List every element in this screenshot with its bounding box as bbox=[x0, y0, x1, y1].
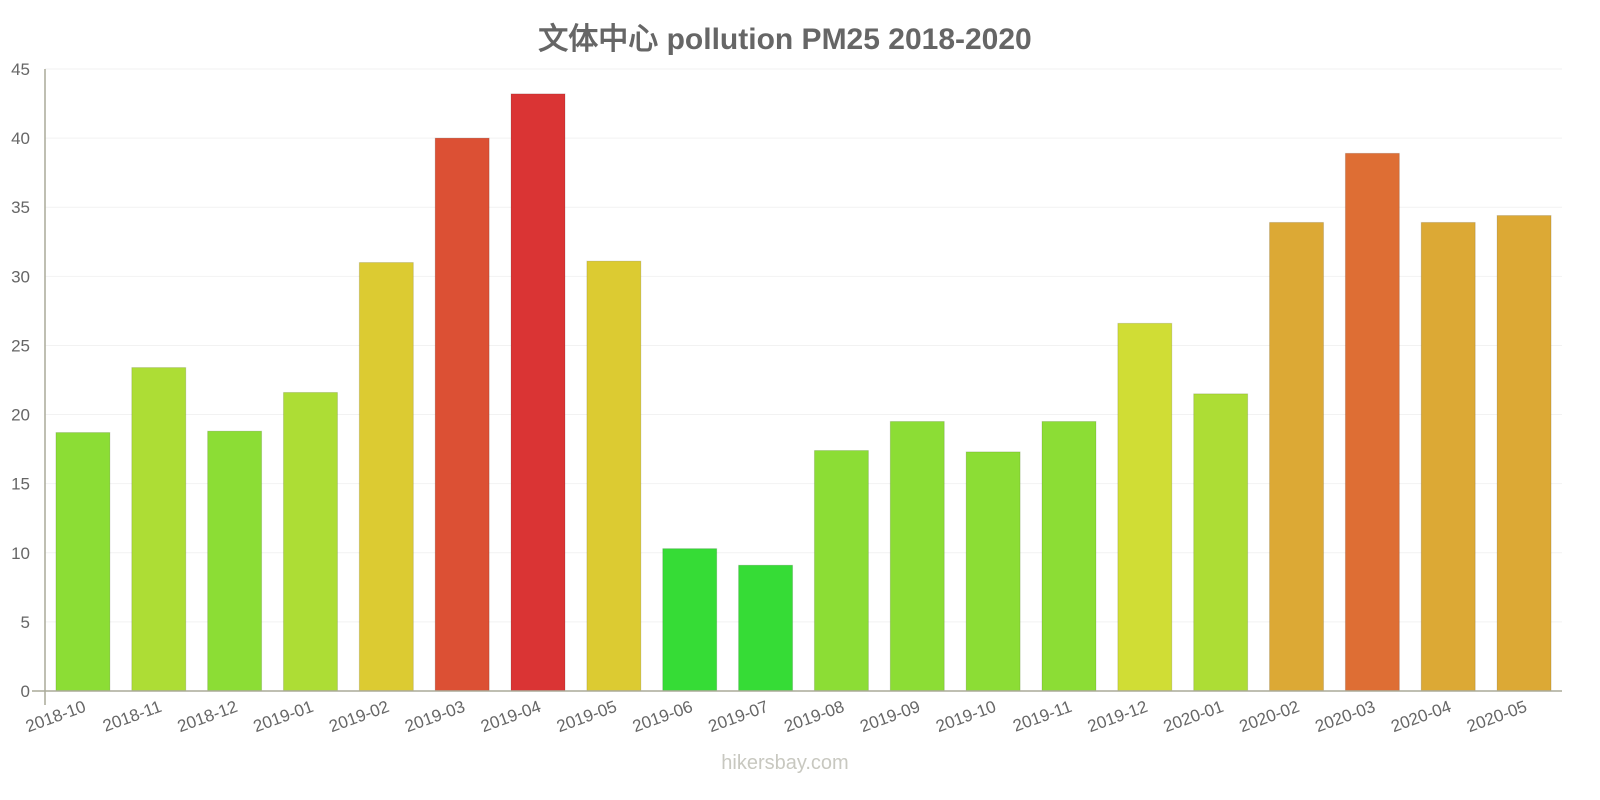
bar-2019-02 bbox=[358, 262, 414, 692]
y-tick-label: 25 bbox=[11, 336, 30, 355]
bar-2020-01 bbox=[1193, 393, 1249, 692]
bar-2018-10 bbox=[55, 432, 111, 692]
x-tick-label: 2018-11 bbox=[100, 697, 164, 736]
bar-2019-03 bbox=[434, 137, 490, 692]
x-tick-label: 2019-07 bbox=[706, 697, 771, 736]
x-tick-label: 2019-03 bbox=[402, 697, 467, 736]
bar-2018-12 bbox=[207, 430, 263, 692]
bars bbox=[55, 93, 1552, 692]
x-tick-label: 2019-01 bbox=[251, 697, 316, 736]
x-tick-label: 2020-05 bbox=[1464, 697, 1529, 736]
y-tick-label: 40 bbox=[11, 129, 30, 148]
x-tick-label: 2019-06 bbox=[630, 697, 695, 736]
x-tick-label: 2020-03 bbox=[1313, 697, 1378, 736]
bar-2018-11 bbox=[131, 367, 187, 692]
x-tick-label: 2020-04 bbox=[1388, 697, 1453, 736]
bar-2020-04 bbox=[1420, 221, 1476, 692]
y-tick-label: 45 bbox=[11, 60, 30, 79]
x-tick-label: 2019-09 bbox=[858, 697, 923, 736]
x-tick-label: 2019-05 bbox=[554, 697, 619, 736]
x-tick-label: 2018-12 bbox=[175, 697, 240, 736]
bar-2019-07 bbox=[738, 564, 794, 692]
axes bbox=[32, 69, 1562, 705]
x-tick-label: 2020-02 bbox=[1237, 697, 1302, 736]
bar-2019-11 bbox=[1041, 420, 1097, 692]
bar-2019-12 bbox=[1117, 322, 1173, 692]
bar-2019-08 bbox=[813, 449, 869, 692]
y-axis-ticks: 0 5 10 15 20 25 30 35 40 45 bbox=[11, 60, 30, 701]
x-tick-label: 2019-08 bbox=[782, 697, 847, 736]
y-tick-label: 0 bbox=[21, 682, 30, 701]
x-tick-label: 2019-10 bbox=[933, 697, 998, 736]
bar-2019-10 bbox=[965, 451, 1021, 692]
x-axis-ticks: 2018-10 2018-11 2018-12 2019-01 2019-02 2019-… bbox=[23, 697, 1529, 736]
x-tick-label: 2019-12 bbox=[1085, 697, 1150, 736]
bar-2019-01 bbox=[282, 391, 338, 692]
grid-lines bbox=[45, 68, 1562, 623]
bar-2019-04 bbox=[510, 93, 566, 692]
bar-2020-05 bbox=[1496, 215, 1552, 692]
x-tick-label: 2020-01 bbox=[1161, 697, 1226, 736]
y-tick-label: 20 bbox=[11, 406, 30, 425]
bar-2020-03 bbox=[1344, 152, 1400, 692]
footer-watermark: hikersbay.com bbox=[721, 752, 849, 774]
bar-2019-09 bbox=[889, 420, 945, 692]
y-tick-label: 10 bbox=[11, 544, 30, 563]
x-tick-label: 2019-04 bbox=[478, 697, 543, 736]
bar-2019-05 bbox=[586, 260, 642, 692]
x-tick-label: 2019-02 bbox=[327, 697, 392, 736]
bar-2019-06 bbox=[662, 548, 718, 692]
y-tick-label: 5 bbox=[21, 613, 30, 632]
chart-title: 文体中心 pollution PM25 2018-2020 bbox=[538, 23, 1032, 56]
bar-2020-02 bbox=[1269, 221, 1325, 692]
x-tick-label: 2019-11 bbox=[1010, 697, 1074, 736]
y-tick-label: 30 bbox=[11, 267, 30, 286]
y-tick-label: 15 bbox=[11, 475, 30, 494]
x-tick-label: 2018-10 bbox=[23, 697, 88, 736]
y-tick-label: 35 bbox=[11, 198, 30, 217]
